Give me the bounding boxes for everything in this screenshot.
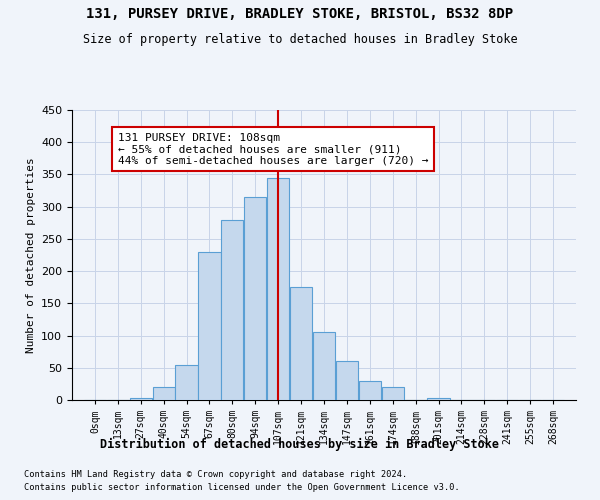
Text: 131 PURSEY DRIVE: 108sqm
← 55% of detached houses are smaller (911)
44% of semi-: 131 PURSEY DRIVE: 108sqm ← 55% of detach… (118, 132, 428, 166)
Bar (382, 387, 404, 400)
Bar (290, 287, 312, 400)
Bar (244, 197, 266, 400)
Bar (427, 398, 449, 400)
Text: Distribution of detached houses by size in Bradley Stoke: Distribution of detached houses by size … (101, 438, 499, 450)
Y-axis label: Number of detached properties: Number of detached properties (26, 157, 35, 353)
Bar (130, 398, 152, 400)
Bar (336, 362, 358, 400)
Text: Contains HM Land Registry data © Crown copyright and database right 2024.: Contains HM Land Registry data © Crown c… (24, 470, 407, 479)
Text: Size of property relative to detached houses in Bradley Stoke: Size of property relative to detached ho… (83, 32, 517, 46)
Text: 131, PURSEY DRIVE, BRADLEY STOKE, BRISTOL, BS32 8DP: 131, PURSEY DRIVE, BRADLEY STOKE, BRISTO… (86, 8, 514, 22)
Bar (221, 220, 244, 400)
Bar (199, 252, 221, 400)
Bar (313, 332, 335, 400)
Bar (175, 364, 197, 400)
Bar (267, 178, 289, 400)
Bar (359, 380, 381, 400)
Bar (152, 387, 175, 400)
Text: Contains public sector information licensed under the Open Government Licence v3: Contains public sector information licen… (24, 484, 460, 492)
